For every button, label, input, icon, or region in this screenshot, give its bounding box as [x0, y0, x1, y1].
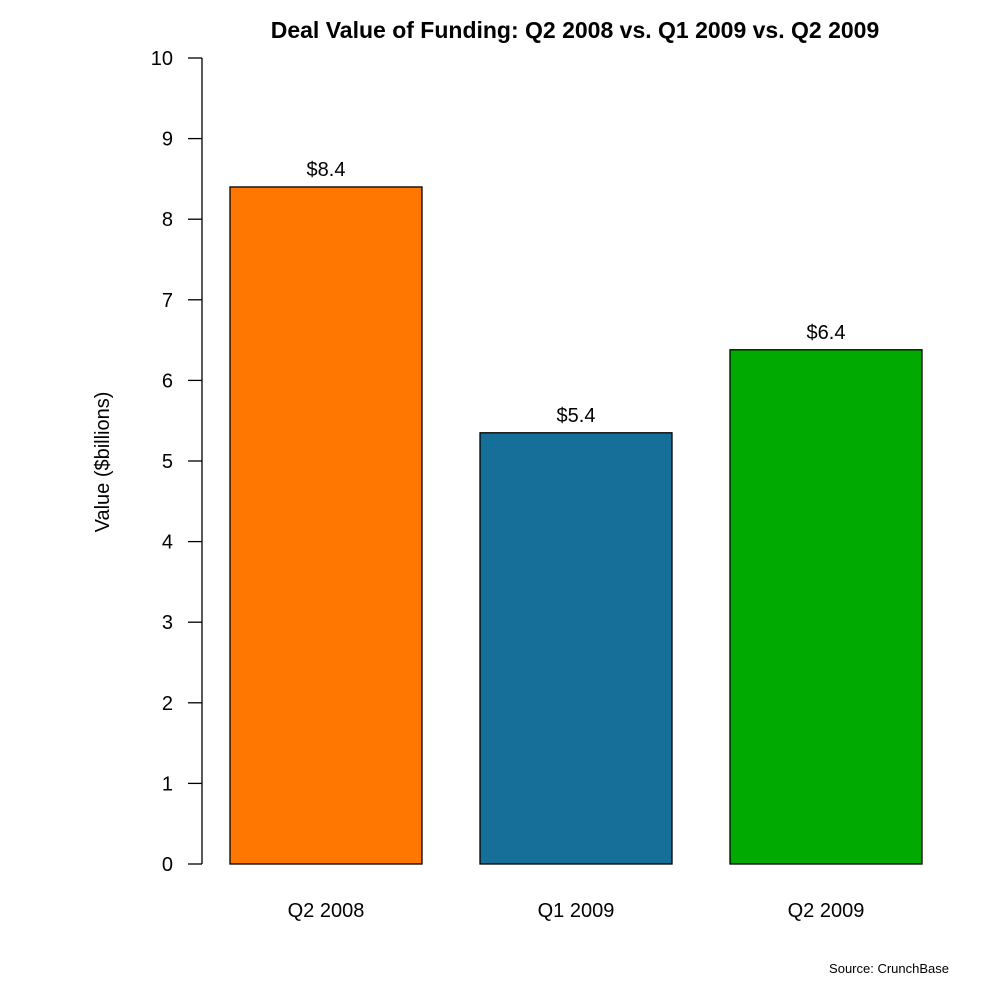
- y-tick-label: 3: [162, 612, 173, 634]
- y-tick-label: 9: [162, 129, 173, 151]
- bar-q2-2009: [729, 349, 923, 865]
- y-axis: 0 1 2 3 4 5 6 7 8 9 10: [151, 48, 203, 876]
- bar-q2-2008: [229, 186, 423, 865]
- bar-value-label: $8.4: [307, 159, 346, 181]
- source-note: Source: CrunchBase: [829, 961, 949, 976]
- y-tick-label: 10: [151, 48, 173, 70]
- chart-title: Deal Value of Funding: Q2 2008 vs. Q1 20…: [271, 17, 880, 43]
- bar-q1-2009: [479, 432, 673, 865]
- y-tick-label: 8: [162, 209, 173, 231]
- x-category-label: Q2 2009: [788, 900, 865, 922]
- y-tick-label: 5: [162, 451, 173, 473]
- y-tick-label: 2: [162, 693, 173, 715]
- y-tick-label: 0: [162, 854, 173, 876]
- x-category-label: Q2 2008: [288, 900, 365, 922]
- bar-value-label: $5.4: [557, 405, 596, 427]
- bar-labels: $8.4 $5.4 $6.4: [307, 159, 846, 427]
- y-axis-label: Value ($billions): [92, 392, 114, 533]
- y-tick-label: 6: [162, 370, 173, 392]
- y-tick-label: 1: [162, 773, 173, 795]
- y-tick-label: 7: [162, 290, 173, 312]
- bar-value-label: $6.4: [807, 322, 846, 344]
- x-axis-labels: Q2 2008 Q1 2009 Q2 2009: [288, 900, 865, 922]
- x-category-label: Q1 2009: [538, 900, 615, 922]
- bars: [229, 186, 923, 865]
- y-tick-label: 4: [162, 532, 173, 554]
